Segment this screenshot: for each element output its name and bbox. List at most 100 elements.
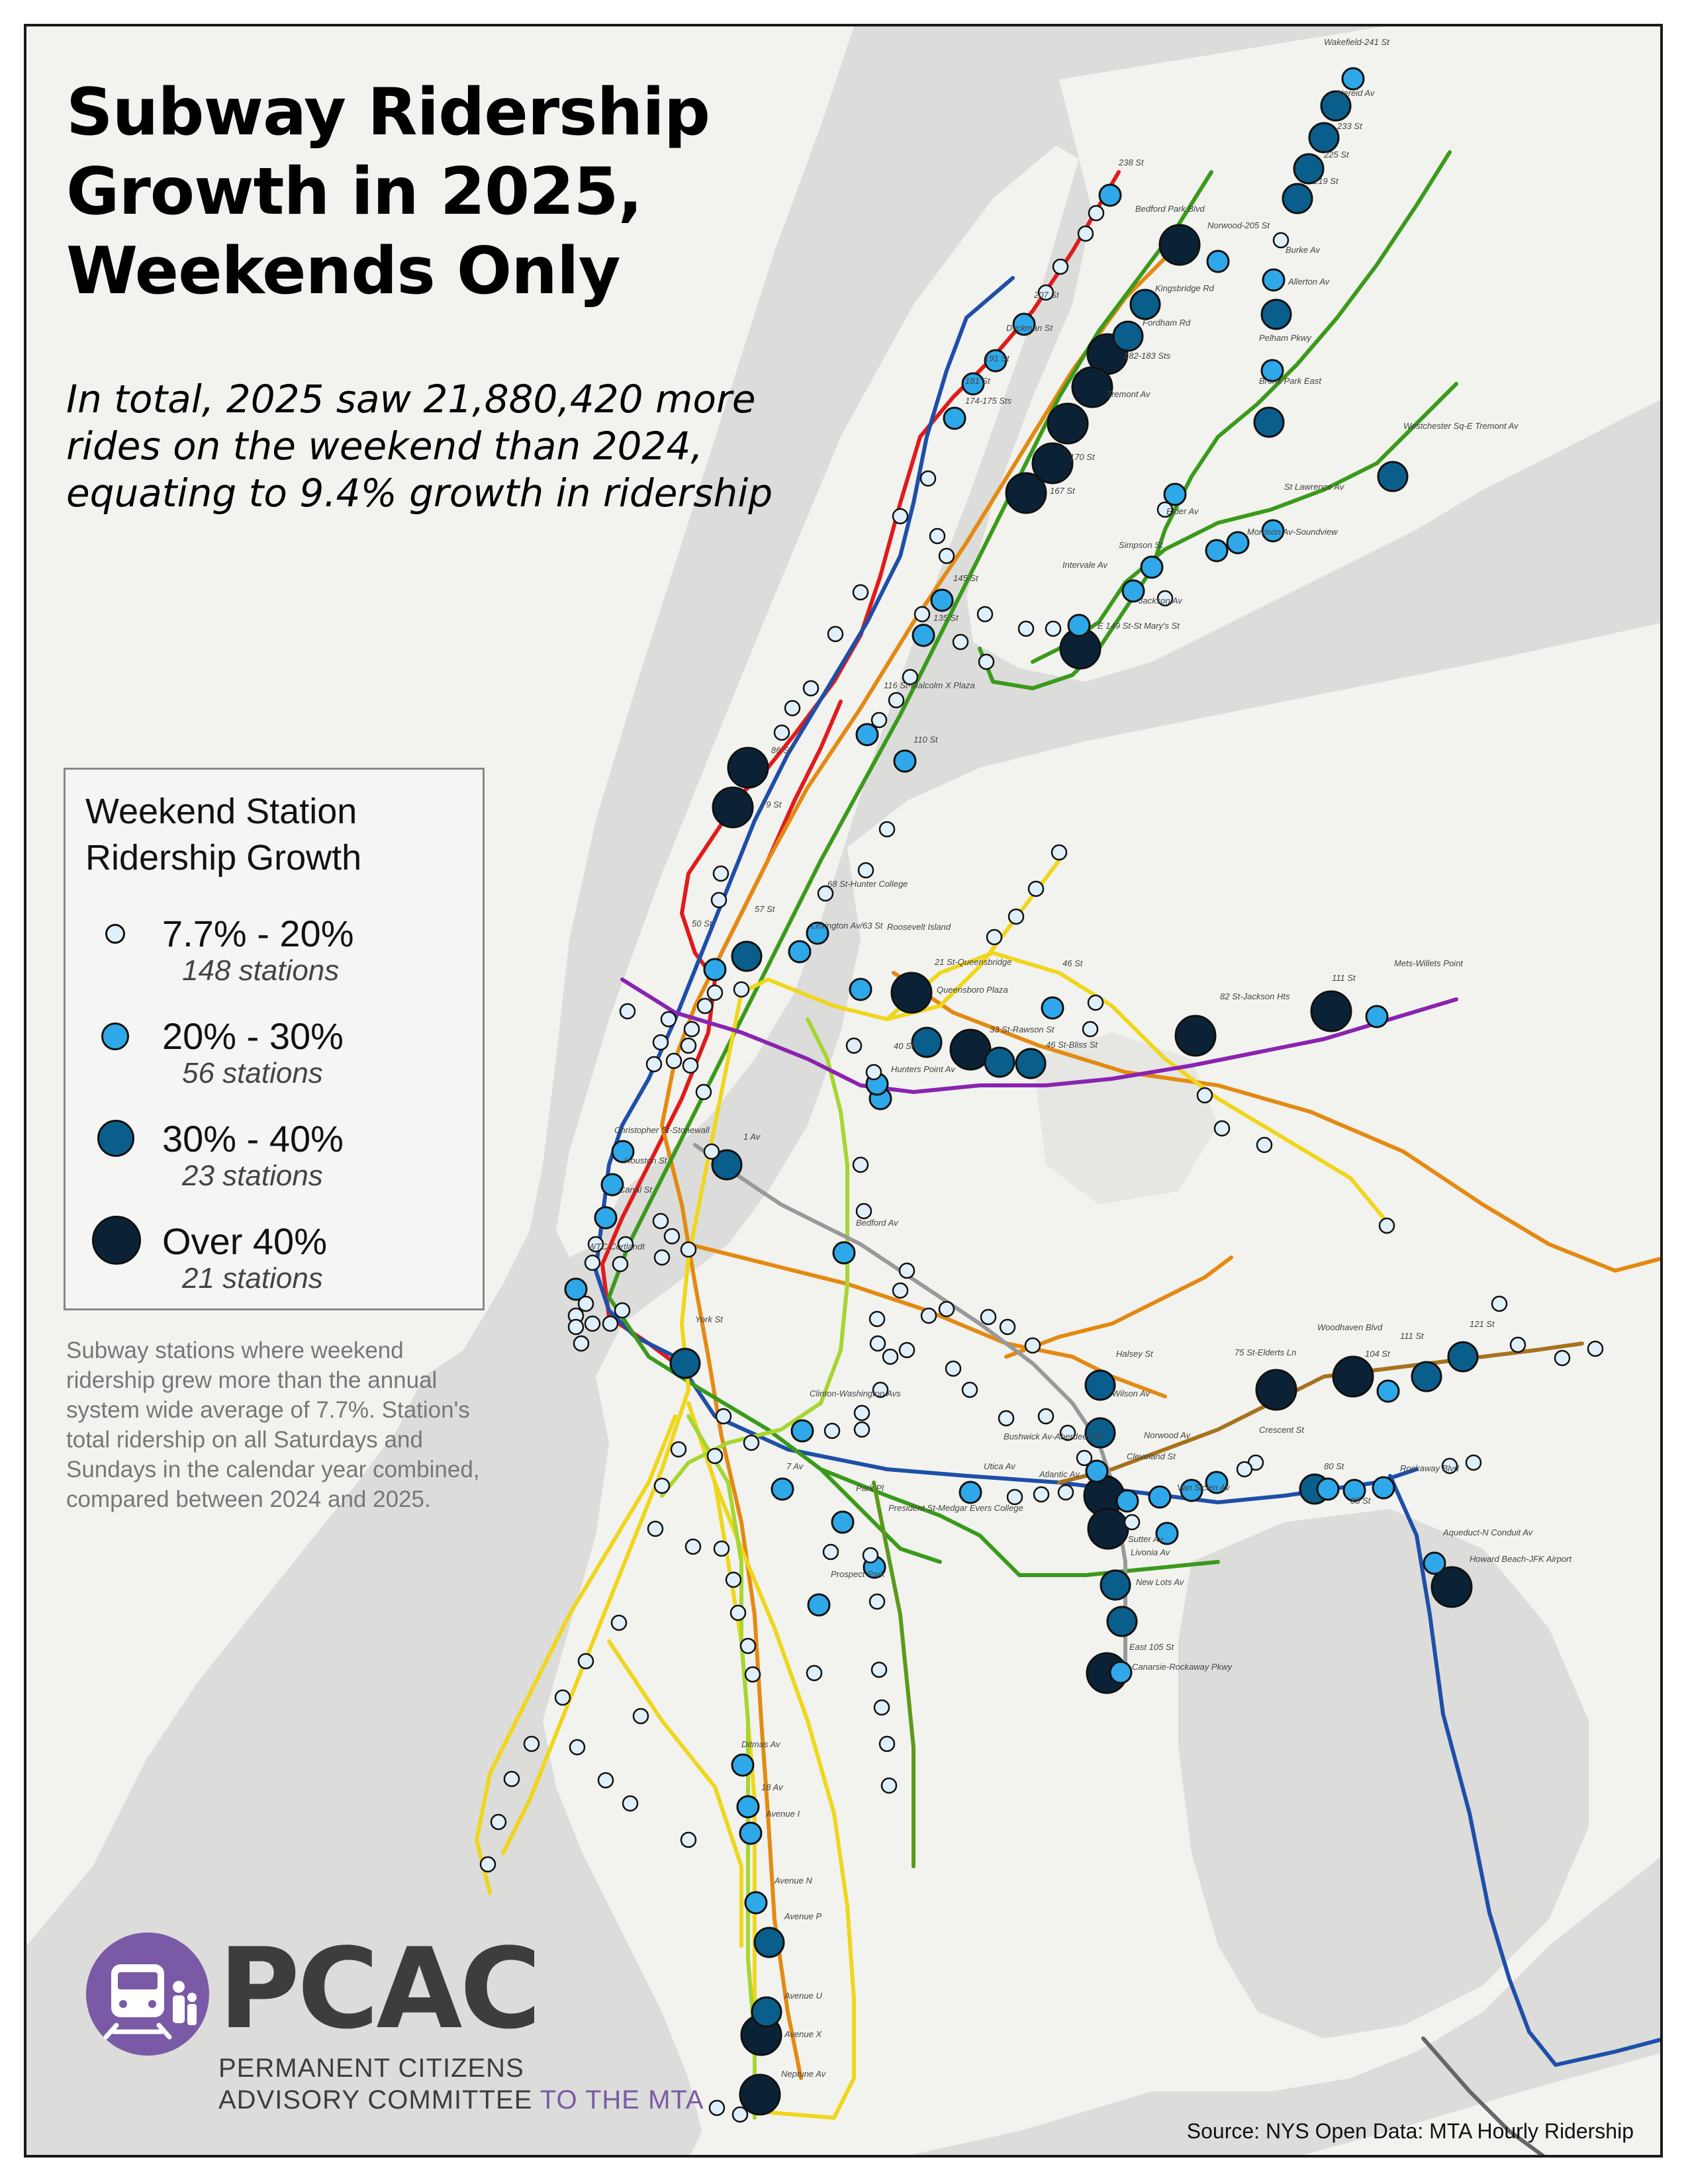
tier-7-20	[479, 205, 1604, 2123]
station-label: Morrison Av-Soundview	[1247, 527, 1338, 537]
station-label: Pelham Pkwy	[1259, 333, 1312, 343]
legend-symbol-large-circle	[97, 1120, 134, 1157]
station-t1	[680, 1831, 697, 1848]
station-label: Avenue X	[784, 2029, 822, 2039]
station-t1	[873, 1699, 890, 1716]
station-wilson-av	[1084, 1417, 1116, 1449]
legend-item-label: 30% - 40%	[162, 1118, 344, 1160]
station-label: Bushwick Av-Aberdeen St	[1004, 1432, 1103, 1441]
station-75-st-elderts	[1255, 1369, 1297, 1411]
station-88-st	[1342, 1479, 1366, 1502]
station-t1	[1051, 844, 1068, 861]
station-dyckman-st	[984, 349, 1008, 373]
line-orange-6av	[660, 243, 1180, 2080]
station-label: Halsey St	[1116, 1349, 1154, 1359]
station-135-st	[912, 623, 935, 647]
station-t1	[822, 1543, 839, 1561]
station-label: 7 Av	[786, 1461, 804, 1471]
station-label: Norwood Av	[1144, 1430, 1192, 1440]
station-label: 233 St	[1336, 121, 1363, 131]
station-t1	[653, 1477, 671, 1494]
station-110-st	[893, 749, 917, 773]
station-t1	[920, 1307, 937, 1324]
station-jackson-av	[1067, 614, 1091, 637]
station-label: 135 St	[933, 613, 959, 623]
station-t1	[1037, 1408, 1055, 1425]
station-t1	[569, 1739, 586, 1756]
station-label: Bronx Park East	[1259, 376, 1322, 386]
station-238-st	[1098, 183, 1122, 207]
station-label: President St-Medgar Evers College	[888, 1503, 1023, 1513]
station-label: 174-175 Sts	[965, 396, 1012, 406]
station-pelham-pkwy	[1260, 359, 1284, 383]
station-t1	[653, 1249, 671, 1266]
station-t1	[980, 1308, 997, 1326]
station-label: Avenue N	[774, 1876, 812, 1886]
line-purple-flushing	[620, 978, 1458, 1094]
station-40-st	[984, 1046, 1015, 1078]
station-t1	[1441, 1457, 1458, 1475]
station-label: St Lawrence Av	[1284, 482, 1345, 492]
station-label: Roosevelt Island	[887, 922, 951, 932]
station-label: 46 St	[1062, 958, 1084, 968]
station-t1	[1465, 1454, 1482, 1471]
station-label: 238 St	[1118, 158, 1145, 167]
station-label: Lexington Av/63 St	[811, 921, 884, 931]
source-credit: Source: NYS Open Data: MTA Hourly Riders…	[1186, 2119, 1634, 2143]
station-label: 68 St-Hunter College	[827, 879, 908, 889]
train-rider-icon	[86, 1933, 209, 2056]
station-label: 79 St	[761, 799, 782, 809]
station-rockaway-blvd	[1372, 1476, 1395, 1500]
station-167-st	[1005, 472, 1047, 514]
station-woodhaven-blvd	[1332, 1355, 1374, 1398]
station-kingsbridge-rd	[1129, 289, 1161, 320]
station-label: 110 St	[914, 735, 939, 745]
legend-symbol-medium-circle	[101, 1023, 129, 1050]
station-label: Canarsie-Rockaway Pkwy	[1132, 1662, 1233, 1672]
legend-symbol-xlarge-circle	[92, 1216, 141, 1265]
legend-item-label: Over 40%	[162, 1220, 327, 1262]
station-label: 111 St	[1332, 973, 1356, 983]
station-label: East 105 St	[1129, 1642, 1175, 1652]
land-bronx	[966, 26, 1660, 682]
station-t1	[725, 1571, 742, 1588]
line-gray-shuttle	[1421, 2036, 1546, 2155]
station-lexington-63	[788, 940, 812, 964]
station-170-st	[1031, 442, 1074, 484]
station-label: 86 St	[771, 745, 792, 755]
station-104-st	[1376, 1379, 1400, 1403]
station-t1	[952, 633, 969, 651]
station-wakefield-241	[1341, 67, 1365, 91]
station-t1	[853, 1421, 870, 1438]
station-t1	[868, 1593, 886, 1610]
line-blue-rockaway	[1388, 1474, 1660, 2067]
station-label: Woodhaven Blvd	[1317, 1322, 1383, 1332]
station-avenue-p	[753, 1927, 785, 1958]
station-t1	[865, 1064, 882, 1081]
station-233-st	[1308, 122, 1340, 154]
station-label: Cleveland St	[1127, 1451, 1176, 1461]
station-prospect-park	[807, 1593, 831, 1617]
line-lime-franklin	[872, 1480, 915, 1868]
station-t1	[1156, 501, 1174, 518]
legend-symbol-small-circle	[105, 924, 125, 944]
station-t1	[619, 1003, 636, 1020]
station-t1	[872, 1381, 889, 1398]
station-t1	[490, 1813, 507, 1831]
station-label: Allerton Av	[1288, 277, 1331, 287]
station-80-st	[1316, 1477, 1340, 1501]
station-simpson-st	[1140, 555, 1164, 579]
station-label: WTC Cortlandt	[588, 1242, 645, 1251]
station-t1	[898, 1342, 915, 1359]
station-norwood-205	[1206, 250, 1230, 273]
station-t1	[1037, 284, 1055, 301]
station-avenue-i	[739, 1821, 763, 1845]
station-tremont-av	[1071, 366, 1113, 408]
station-t1	[868, 1310, 886, 1328]
map-title: Subway Ridership Growth in 2025, Weekend…	[66, 75, 710, 309]
legend-item-over-40: Over 40% 21 stations	[66, 1216, 483, 1319]
station-t1	[670, 1441, 687, 1458]
station-21st-queensbridge	[890, 972, 933, 1014]
station-label: Norwood-205 St	[1207, 220, 1270, 230]
station-t1	[773, 724, 790, 741]
